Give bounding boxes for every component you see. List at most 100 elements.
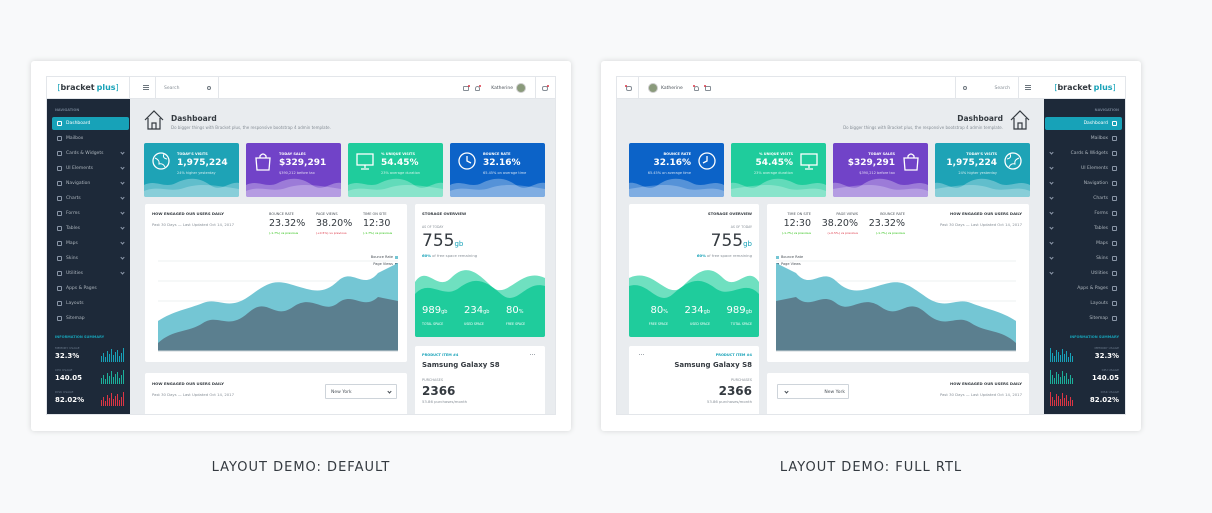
- stat-note: $390,212 before tax: [279, 171, 315, 175]
- stat-card: TODAY SALES $329,291 $390,212 before tax: [246, 143, 341, 197]
- summary-label: DISK USAGE: [55, 390, 74, 394]
- chevron: [1049, 195, 1054, 200]
- nav-icon: [1112, 301, 1117, 306]
- stat-card: % UNIQUE VISITS 54.45% 23% average duratio…: [731, 143, 826, 197]
- message-icon: [705, 86, 711, 91]
- chevron: [120, 150, 125, 155]
- nav-item: Mailbox: [1090, 135, 1108, 141]
- value: 234: [684, 305, 704, 316]
- unit: gb: [483, 309, 490, 315]
- metric-note: (-1.7%) vs previous: [781, 231, 811, 235]
- metric-note: (+0.5%) vs previous: [316, 231, 347, 235]
- card-subtitle: Past 30 Days — Last Updated Oct 14, 2017: [939, 392, 1022, 397]
- stat-label: TODAY'S VISITS: [966, 152, 997, 156]
- logo-bracket: [: [57, 83, 61, 92]
- summary-heading: INFORMATION SUMMARY: [1069, 335, 1119, 339]
- stat-wave: [629, 177, 724, 197]
- space-label: TOTAL SPACE: [730, 322, 752, 326]
- stat-icon: [253, 151, 273, 171]
- nav-item: Navigation: [66, 180, 91, 186]
- stat-label: BOUNCE RATE: [663, 152, 691, 156]
- mini-bar: [107, 373, 109, 384]
- mini-bar: [105, 401, 107, 406]
- summary-value: 32.3%: [55, 352, 80, 360]
- storage-wave: [415, 264, 545, 337]
- summary-label: CPU USAGE: [1101, 368, 1119, 372]
- mini-bar: [1065, 351, 1067, 362]
- chevron: [120, 195, 125, 200]
- space-value: 234gb: [670, 305, 710, 318]
- page-subtitle: Do bigger things with Bracket plus, the …: [843, 125, 1003, 130]
- notification-icon: [475, 86, 480, 91]
- mini-bar: [103, 353, 105, 362]
- stat-wave: [731, 177, 826, 197]
- mini-bar: [1067, 401, 1069, 406]
- nav-item: Apps & Pages: [1077, 285, 1108, 291]
- nav-item: Skins: [66, 255, 78, 261]
- mini-bar: [107, 395, 109, 406]
- menu-icon: [143, 87, 149, 88]
- nav-icon: [1112, 151, 1117, 156]
- mini-bar: [1063, 354, 1065, 362]
- space-label: TOTAL SPACE: [422, 322, 444, 326]
- nav-icon: [57, 271, 62, 276]
- stat-note: $390,212 before tax: [859, 171, 895, 175]
- mini-bar: [1067, 357, 1069, 362]
- demo-card[interactable]: [bracket plus] Search Katherine NAVIGATION Da…: [601, 61, 1141, 431]
- badge: [704, 85, 706, 87]
- nav-icon: [1112, 271, 1117, 276]
- chevron: [120, 255, 125, 260]
- demo-card[interactable]: [bracket plus] Search Katherine NAVIGATION Da…: [31, 61, 571, 431]
- storage-wave: [629, 264, 759, 337]
- stat-note: 23% average duration: [381, 171, 421, 175]
- more-dot: [641, 354, 642, 355]
- divider: [535, 77, 536, 99]
- engagement-card: HOW ENGAGED OUR USERS DAILY Past 30 Days …: [145, 204, 407, 362]
- mini-bar: [1055, 350, 1057, 362]
- sidebar: NAVIGATION Dashboard Mailbox Cards & Widget…: [47, 99, 130, 414]
- storage-wave-svg: [415, 270, 545, 337]
- mini-bar: [1059, 355, 1061, 362]
- mini-bar: [1053, 378, 1055, 384]
- unit: gb: [441, 309, 448, 315]
- logo-bracket: [: [1054, 83, 1058, 92]
- nav-icon: [1112, 196, 1117, 201]
- logo-name: bracket: [1057, 83, 1092, 92]
- chevron: [120, 210, 125, 215]
- mini-bar: [1067, 379, 1069, 384]
- mini-bar: [109, 376, 111, 384]
- menu-icon: [1025, 89, 1031, 90]
- location-select[interactable]: New York: [325, 384, 397, 399]
- nav-item: Navigation: [1083, 180, 1108, 186]
- storage-card: STORAGE OVERVIEW AS OF TODAY 755gb 60%of fr…: [629, 204, 759, 337]
- search-input: Search: [164, 85, 180, 91]
- location-select[interactable]: New York: [777, 384, 849, 399]
- stat-note: 24% higher yesterday: [958, 171, 997, 175]
- logo-accent: plus: [1093, 83, 1113, 92]
- mini-bar: [117, 394, 119, 406]
- house-icon-svg: [1010, 110, 1030, 130]
- mini-bar: [1069, 353, 1071, 362]
- summary-label: MEMORY USAGE: [55, 346, 80, 350]
- nav-item: Tables: [1094, 225, 1108, 231]
- metric-label: TIME ON SITE: [787, 212, 811, 216]
- metric-note: (-1.7%) vs previous: [363, 231, 393, 235]
- nav-icon: [57, 316, 62, 321]
- card-title: HOW ENGAGED OUR USERS DAILY: [152, 381, 224, 386]
- legend-label: Bounce Rate: [781, 255, 804, 259]
- mini-bar: [115, 352, 117, 362]
- stat-icon: [799, 151, 819, 171]
- nav-icon: [57, 226, 62, 231]
- nav-icon: [57, 256, 62, 261]
- mini-bar: [1063, 376, 1065, 384]
- value: 755: [710, 231, 744, 251]
- value: 80: [650, 305, 664, 316]
- chat-icon: [626, 86, 632, 91]
- storage-remaining: 60%of free space remaining: [422, 253, 537, 259]
- mini-bar: [1051, 397, 1053, 406]
- chevron: [120, 270, 125, 275]
- house-icon: [143, 109, 165, 131]
- chevron: [120, 180, 125, 185]
- mini-bar: [107, 351, 109, 362]
